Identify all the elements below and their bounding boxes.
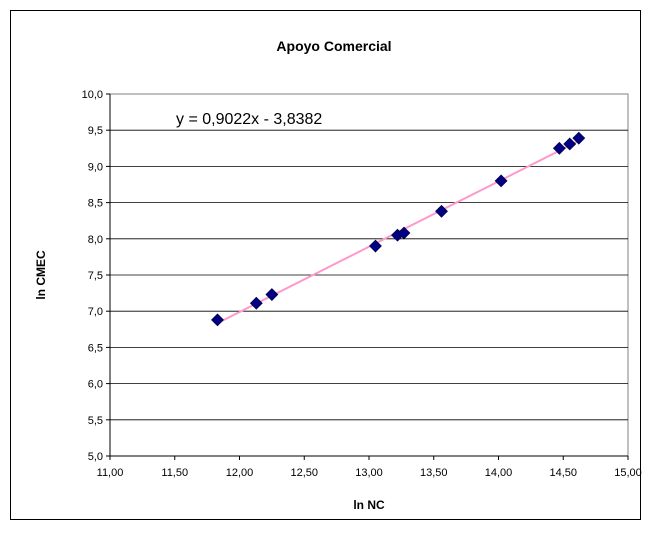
x-tick-label: 11,00 bbox=[97, 467, 124, 479]
data-point bbox=[552, 141, 566, 155]
y-tick-label: 5,0 bbox=[88, 451, 103, 463]
axes: 5,0 5,5 6,0 6,5 7,0 7,5 8,0 8,5 9,0 9,5 10,0 11,00 1… bbox=[82, 89, 642, 479]
x-tick-label: 12,50 bbox=[290, 467, 318, 479]
data-point bbox=[435, 204, 448, 218]
x-tick-label: 11,50 bbox=[161, 467, 188, 479]
data-point bbox=[397, 226, 411, 240]
y-tick-label: 9,0 bbox=[88, 161, 103, 173]
x-tick-label: 14,00 bbox=[485, 467, 513, 479]
data-point bbox=[249, 296, 263, 310]
y-tick-label: 7,0 bbox=[88, 306, 103, 318]
chart-title: Apoyo Comercial bbox=[276, 38, 391, 54]
trendline-equation: y = 0,9022x - 3,8382 bbox=[176, 111, 322, 128]
y-tick-label: 9,5 bbox=[88, 125, 103, 137]
x-tick-label: 12,00 bbox=[226, 467, 254, 479]
data-point bbox=[211, 313, 224, 327]
x-tick-label: 13,00 bbox=[355, 467, 383, 479]
x-tick-label: 14,50 bbox=[549, 467, 577, 479]
x-axis-label: ln NC bbox=[353, 498, 385, 512]
data-points bbox=[211, 131, 586, 327]
data-point bbox=[369, 239, 382, 253]
y-tick-label: 5,5 bbox=[88, 415, 103, 427]
data-point bbox=[265, 288, 279, 301]
x-tick-label: 15,00 bbox=[614, 467, 642, 479]
gridlines bbox=[110, 129, 628, 421]
y-tick-label: 6,5 bbox=[88, 342, 103, 354]
y-tick-label: 6,0 bbox=[88, 379, 103, 391]
x-tick-label: 13,50 bbox=[420, 467, 448, 479]
y-tick-label: 10,0 bbox=[82, 89, 103, 101]
y-tick-label: 8,0 bbox=[88, 234, 103, 246]
data-point bbox=[563, 137, 577, 151]
y-tick-label: 8,5 bbox=[88, 198, 103, 210]
y-axis-label: ln CMEC bbox=[34, 250, 48, 300]
y-tick-label: 7,5 bbox=[88, 270, 103, 282]
data-point bbox=[494, 174, 508, 188]
data-point bbox=[572, 131, 586, 145]
